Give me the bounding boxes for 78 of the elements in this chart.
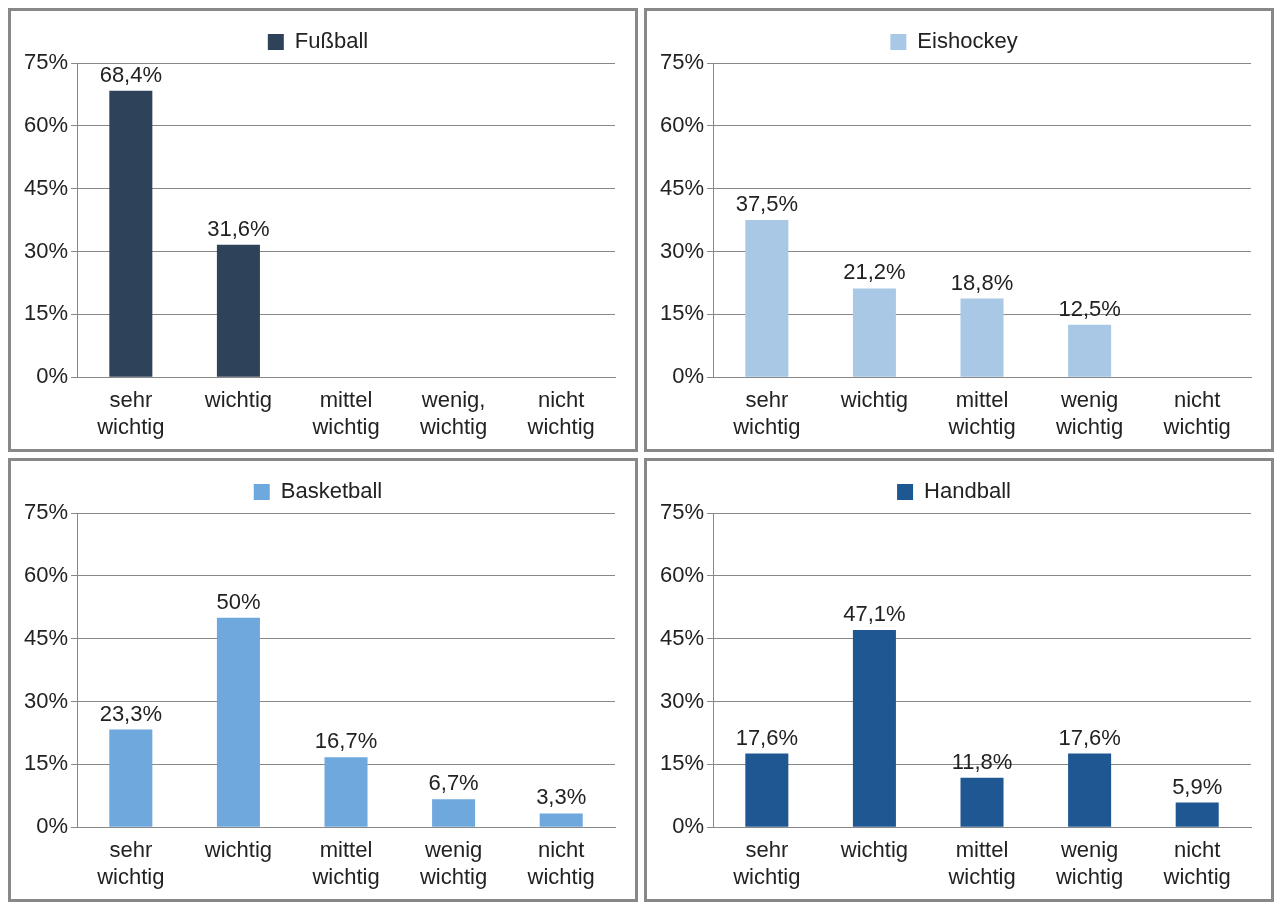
y-tick-label: 30% xyxy=(23,687,69,713)
data-label: 21,2% xyxy=(843,259,906,285)
x-tick-label: sehr wichtig xyxy=(732,387,801,439)
x-tick-label: sehr wichtig xyxy=(96,387,165,439)
y-tick-label: 60% xyxy=(659,561,705,587)
data-label: 50% xyxy=(216,588,261,614)
y-tick-label: 75% xyxy=(659,49,705,75)
x-tick-label: mittel wichtig xyxy=(311,837,380,889)
x-tick-label: nicht wichtig xyxy=(526,387,595,439)
x-tick-label: wenig, wichtig xyxy=(418,387,488,439)
y-tick-label: 45% xyxy=(659,174,705,200)
y-tick-label: 75% xyxy=(23,499,69,525)
y-tick-label: 45% xyxy=(659,624,705,650)
legend-label: Eishockey xyxy=(917,28,1018,54)
x-tick-label: mittel wichtig xyxy=(311,387,380,439)
x-tick-label: nicht wichtig xyxy=(1162,837,1231,889)
data-label: 17,6% xyxy=(735,724,799,750)
x-tick-label: wichtig xyxy=(203,387,273,413)
x-tick-label: wenig wichtig xyxy=(1054,837,1124,889)
bar xyxy=(745,220,789,377)
x-tick-label: sehr wichtig xyxy=(732,837,801,889)
bar xyxy=(1175,802,1219,827)
data-label: 17,6% xyxy=(1058,724,1121,750)
y-tick-label: 15% xyxy=(23,750,69,776)
bar xyxy=(960,777,1004,827)
x-tick-label: wenig wichtig xyxy=(418,837,488,889)
x-tick-label: wichtig xyxy=(839,387,909,413)
y-tick-label: 60% xyxy=(23,561,69,587)
y-tick-label: 15% xyxy=(659,300,705,326)
y-tick-label: 30% xyxy=(659,237,705,263)
bar xyxy=(745,753,789,827)
data-label: 68,4% xyxy=(99,61,163,87)
data-label: 16,7% xyxy=(314,728,378,754)
data-label: 23,3% xyxy=(99,700,163,726)
data-label: 31,6% xyxy=(207,215,270,241)
data-label: 11,8% xyxy=(951,748,1013,774)
data-label: 3,3% xyxy=(536,784,587,810)
y-tick-label: 45% xyxy=(23,174,69,200)
bar xyxy=(539,813,583,827)
bar xyxy=(432,799,476,827)
x-tick-label: nicht wichtig xyxy=(526,837,595,889)
y-tick-label: 0% xyxy=(672,363,705,389)
x-tick-label: wichtig xyxy=(203,837,273,863)
bar xyxy=(960,298,1004,377)
data-label: 5,9% xyxy=(1172,773,1223,799)
legend-label: Handball xyxy=(924,478,1011,504)
x-tick-label: sehr wichtig xyxy=(96,837,165,889)
y-tick-label: 0% xyxy=(36,813,69,839)
y-tick-label: 75% xyxy=(23,49,69,75)
bar xyxy=(216,617,260,827)
bar xyxy=(852,288,896,377)
y-tick-label: 30% xyxy=(23,237,69,263)
y-tick-label: 0% xyxy=(672,813,705,839)
x-tick-label: nicht wichtig xyxy=(1162,387,1231,439)
x-tick-label: mittel wichtig xyxy=(947,837,1016,889)
x-tick-label: wichtig xyxy=(839,837,909,863)
y-tick-label: 60% xyxy=(659,111,705,137)
x-tick-label: wenig wichtig xyxy=(1054,387,1124,439)
bar xyxy=(324,757,368,827)
y-tick-label: 75% xyxy=(659,499,705,525)
bar xyxy=(852,629,896,827)
data-label: 47,1% xyxy=(843,600,906,626)
y-tick-label: 15% xyxy=(23,300,69,326)
data-label: 37,5% xyxy=(735,191,799,217)
data-label: 18,8% xyxy=(950,269,1014,295)
y-tick-label: 30% xyxy=(659,687,705,713)
x-tick-label: mittel wichtig xyxy=(947,387,1016,439)
data-label: 6,7% xyxy=(428,770,479,796)
data-label: 12,5% xyxy=(1058,295,1121,321)
bar xyxy=(109,729,153,827)
y-tick-label: 15% xyxy=(659,750,705,776)
legend-label: Basketball xyxy=(280,478,383,504)
bar xyxy=(1068,324,1112,377)
y-tick-label: 60% xyxy=(23,111,69,137)
bar xyxy=(1068,753,1112,827)
y-tick-label: 0% xyxy=(36,363,69,389)
legend-label: Fußball xyxy=(294,28,369,54)
y-tick-label: 45% xyxy=(23,624,69,650)
